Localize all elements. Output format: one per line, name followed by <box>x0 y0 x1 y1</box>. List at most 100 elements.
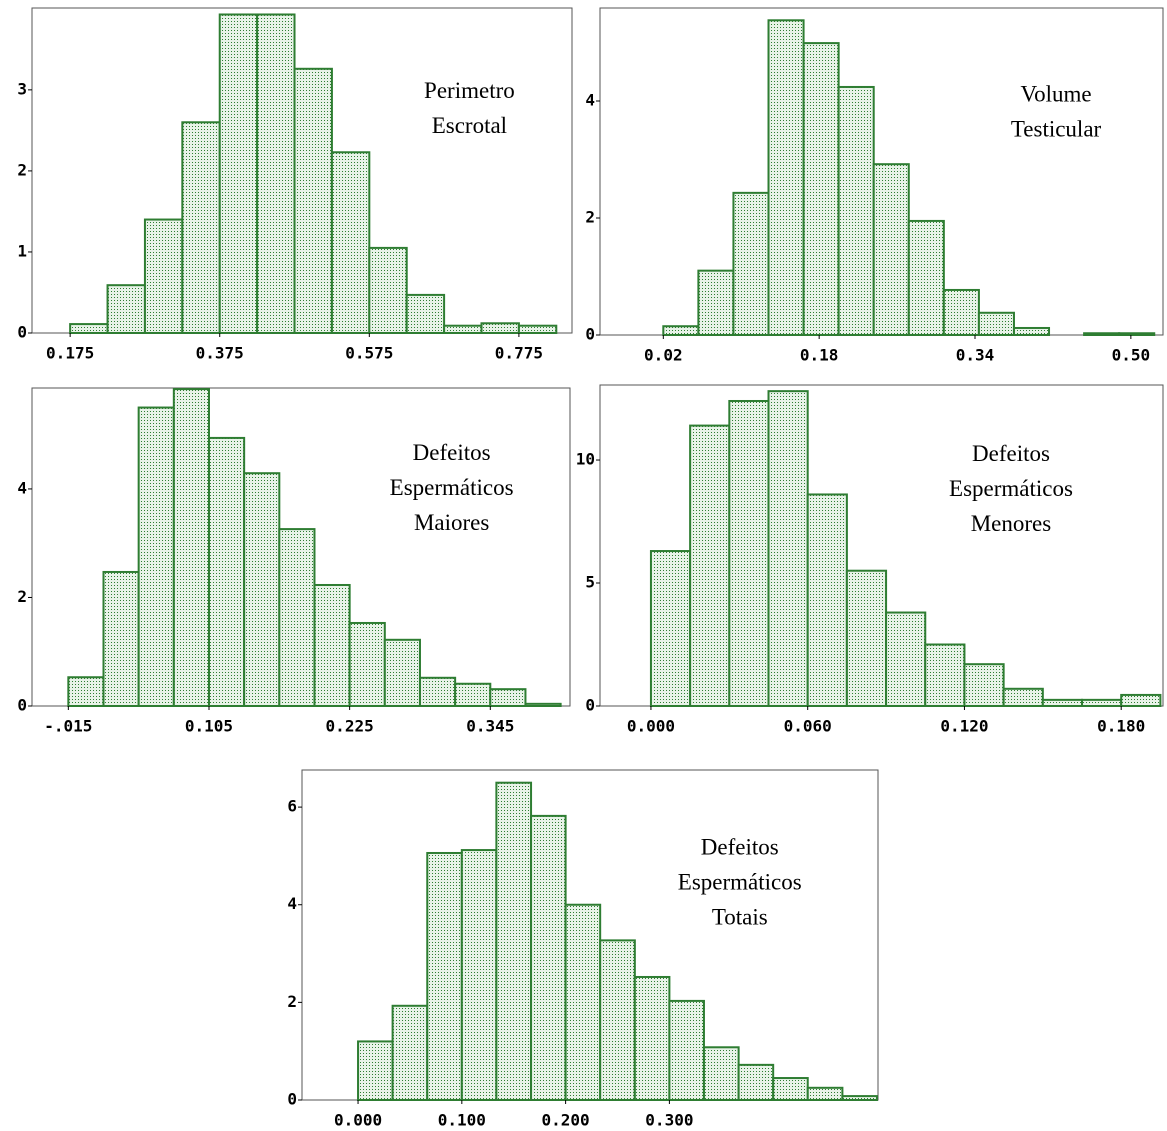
annotation: Espermáticos <box>390 475 514 500</box>
x-tick-label: 0.180 <box>1097 717 1145 736</box>
bar <box>1081 698 1123 708</box>
x-tick-label: 0.02 <box>644 346 683 365</box>
bar <box>924 643 966 707</box>
bar <box>806 1086 844 1102</box>
x-tick-label: 0.120 <box>940 717 988 736</box>
bar <box>69 323 109 334</box>
bar <box>517 324 558 335</box>
bar <box>702 1046 740 1101</box>
bar <box>649 550 692 707</box>
y-tick-label: 0 <box>287 1090 297 1109</box>
annotation: Testicular <box>1011 117 1102 142</box>
bar <box>443 324 483 335</box>
bar <box>802 42 840 336</box>
bar <box>1118 332 1156 337</box>
x-tick-label: 0.100 <box>438 1111 486 1130</box>
bar <box>530 814 567 1101</box>
bar <box>942 288 980 336</box>
bar <box>480 322 520 335</box>
bar <box>1083 332 1121 337</box>
annotation: Escrotal <box>432 113 507 138</box>
bar <box>837 85 875 336</box>
bar <box>368 246 408 335</box>
x-tick-label: 0.345 <box>466 717 514 736</box>
annotation: Totais <box>712 904 768 929</box>
histogram-panel: 0.02 0.18 0.34 0.50 0 2 4 Volume Testicular <box>585 7 1164 365</box>
histogram-panel: -.015 0.105 0.225 0.345 0 2 4 Defeitos Espermáti… <box>17 387 571 736</box>
histogram-panel: 0.000 0.060 0.120 0.180 0 5 10 Defeitos Espermát… <box>576 384 1164 736</box>
bar <box>495 781 533 1101</box>
bar <box>963 663 1005 707</box>
annotation: Defeitos <box>701 834 779 859</box>
y-tick-label: 0 <box>585 325 595 344</box>
bar <box>143 218 184 334</box>
bar <box>278 528 316 708</box>
bar <box>907 219 945 337</box>
bar <box>772 1077 809 1102</box>
annotation: Defeitos <box>972 441 1050 466</box>
y-tick-label: 0 <box>17 696 27 715</box>
y-tick-label: 2 <box>585 208 595 227</box>
x-tick-label: 0.300 <box>645 1111 693 1130</box>
annotation: Defeitos <box>413 440 491 465</box>
bar <box>806 493 848 708</box>
bar <box>524 702 562 707</box>
bar <box>313 583 351 707</box>
bar <box>599 939 636 1101</box>
x-tick-label: 0.575 <box>345 344 393 363</box>
bar <box>383 638 421 708</box>
x-tick-label: 0.000 <box>627 717 675 736</box>
x-tick-label: 0.105 <box>185 717 233 736</box>
bar <box>737 1063 775 1101</box>
bar <box>218 13 259 334</box>
bar <box>489 688 527 708</box>
y-tick-label: 4 <box>17 478 27 497</box>
bar <box>102 570 140 707</box>
bar <box>243 472 281 707</box>
y-tick-label: 2 <box>17 587 27 606</box>
x-tick-label: 0.18 <box>800 346 839 365</box>
bar <box>885 611 927 708</box>
bar <box>293 67 333 335</box>
x-tick-label: 0.34 <box>956 346 995 365</box>
bar <box>668 999 705 1101</box>
histogram-panel: 0.175 0.375 0.575 0.775 0 1 2 3 Perimetro Escrota… <box>17 7 573 363</box>
y-tick-label: 6 <box>287 797 297 816</box>
x-tick-label: 0.225 <box>326 717 374 736</box>
annotation: Menores <box>971 511 1052 536</box>
y-tick-label: 3 <box>17 79 27 98</box>
y-tick-label: 0 <box>585 696 595 715</box>
bar <box>767 390 809 707</box>
bar <box>172 388 210 707</box>
bar <box>137 406 175 707</box>
y-tick-label: 10 <box>576 450 595 469</box>
bar <box>207 436 246 707</box>
y-tick-label: 5 <box>585 573 595 592</box>
bar <box>1120 693 1162 707</box>
x-tick-label: 0.375 <box>196 344 244 363</box>
y-tick-label: 2 <box>17 160 27 179</box>
annotation: Espermáticos <box>949 476 1073 501</box>
bar <box>977 311 1015 337</box>
y-tick-label: 0 <box>17 323 27 342</box>
bar <box>391 1004 429 1101</box>
y-tick-label: 1 <box>17 241 27 260</box>
annotation: Espermáticos <box>678 869 802 894</box>
bar <box>330 151 371 334</box>
bar <box>1041 698 1084 708</box>
bar <box>728 399 770 707</box>
bar <box>256 13 296 334</box>
y-tick-label: 2 <box>287 992 297 1011</box>
bar <box>1002 687 1044 708</box>
x-tick-label: 0.200 <box>542 1111 590 1130</box>
bar <box>767 19 805 337</box>
annotation: Perimetro <box>424 78 515 103</box>
bar <box>67 676 105 707</box>
x-tick-label: 0.060 <box>784 717 832 736</box>
x-tick-label: -.015 <box>44 717 92 736</box>
x-tick-label: 0.50 <box>1112 346 1151 365</box>
x-tick-label: 0.175 <box>46 344 94 363</box>
bar <box>633 975 671 1101</box>
bar <box>1012 326 1051 336</box>
bar <box>181 121 221 334</box>
